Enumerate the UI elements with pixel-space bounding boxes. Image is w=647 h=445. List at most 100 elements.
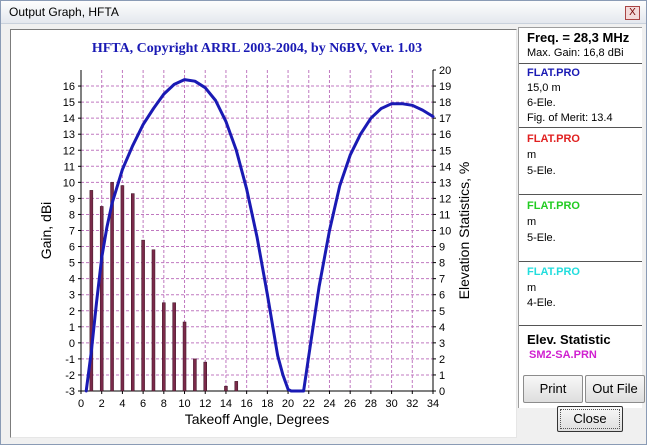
y2-tick-label: 2 xyxy=(439,354,445,366)
y2-tick-label: 8 xyxy=(439,258,445,270)
elevation-bar xyxy=(131,193,135,392)
elevation-bar xyxy=(172,302,176,392)
antenna-1-height: 15,0 m xyxy=(527,82,561,94)
y-tick-label: 10 xyxy=(63,177,75,189)
x-tick-label: 8 xyxy=(161,398,167,410)
antenna-3-name: FLAT.PRO xyxy=(527,200,580,212)
y-tick-label: 13 xyxy=(63,129,75,141)
y-tick-label: 2 xyxy=(69,306,75,318)
y-tick-label: 16 xyxy=(63,81,75,93)
divider xyxy=(519,261,642,262)
antenna-3-type: 5-Ele. xyxy=(527,232,556,244)
antenna-4-name: FLAT.PRO xyxy=(527,266,580,278)
y2-tick-label: 1 xyxy=(439,370,445,382)
x-tick-label: 0 xyxy=(78,398,84,410)
x-tick-label: 24 xyxy=(323,398,335,410)
y2-tick-label: 19 xyxy=(439,81,451,93)
divider xyxy=(519,63,642,64)
x-tick-label: 10 xyxy=(178,398,190,410)
y2-tick-label: 11 xyxy=(439,209,450,221)
y-tick-label: -2 xyxy=(65,370,75,382)
x-tick-label: 4 xyxy=(119,398,125,410)
y2-tick-label: 3 xyxy=(439,338,445,350)
y2-tick-label: 9 xyxy=(439,242,445,254)
max-gain-label: Max. Gain: 16,8 dBi xyxy=(527,47,624,59)
y-axis-label: Gain, dBi xyxy=(38,202,54,260)
y-tick-label: 15 xyxy=(63,97,75,109)
y2-tick-label: 14 xyxy=(439,161,451,173)
x-tick-label: 6 xyxy=(140,398,146,410)
elevation-bar xyxy=(182,321,187,392)
info-panel: Freq. = 28,3 MHz Max. Gain: 16,8 dBi FLA… xyxy=(518,27,642,408)
x-tick-label: 2 xyxy=(99,398,105,410)
x-tick-label: 16 xyxy=(241,398,253,410)
y-tick-label: 3 xyxy=(69,290,75,302)
elevation-bar xyxy=(151,249,156,392)
elevation-bar xyxy=(89,190,94,392)
y-tick-label: 0 xyxy=(69,338,75,350)
close-button[interactable]: Close xyxy=(557,406,623,432)
y2-tick-label: 0 xyxy=(439,386,445,398)
divider xyxy=(519,194,642,195)
antenna-2-type: 5-Ele. xyxy=(527,165,556,177)
y2-tick-label: 17 xyxy=(439,113,451,125)
elevation-statistic-file: SM2-SA.PRN xyxy=(529,349,597,361)
elevation-bar xyxy=(110,182,114,392)
y2-tick-label: 13 xyxy=(439,177,451,189)
y-tick-label: 7 xyxy=(69,226,75,238)
elevation-bar xyxy=(99,206,104,392)
y2-tick-label: 4 xyxy=(439,322,445,334)
y-tick-label: 9 xyxy=(69,193,75,205)
elevation-chart: HFTA, Copyright ARRL 2003-2004, by N6BV,… xyxy=(38,41,472,427)
x-tick-label: 12 xyxy=(199,398,211,410)
antenna-1-fom: Fig. of Merit: 13.4 xyxy=(527,112,613,124)
print-button[interactable]: Print xyxy=(523,375,583,403)
antenna-4-type: 4-Ele. xyxy=(527,297,556,309)
y2-tick-label: 18 xyxy=(439,97,451,109)
title-bar[interactable]: Output Graph, HFTA X xyxy=(1,1,646,24)
y-tick-label: -1 xyxy=(65,354,75,366)
out-file-button[interactable]: Out File xyxy=(585,375,645,403)
antenna-2-name: FLAT.PRO xyxy=(527,133,580,145)
elevation-statistic-title: Elev. Statistic xyxy=(527,332,611,347)
y2-axis-label: Elevation Statistics, % xyxy=(456,162,472,300)
y-tick-label: 8 xyxy=(69,209,75,221)
y2-tick-label: 12 xyxy=(439,193,451,205)
antenna-3-height: m xyxy=(527,216,537,228)
divider xyxy=(519,325,642,326)
plot-area: HFTA, Copyright ARRL 2003-2004, by N6BV,… xyxy=(10,29,517,438)
x-axis-label: Takeoff Angle, Degrees xyxy=(185,411,330,427)
chart-title: HFTA, Copyright ARRL 2003-2004, by N6BV,… xyxy=(92,41,422,56)
window-close-icon[interactable]: X xyxy=(625,6,640,20)
x-tick-label: 18 xyxy=(261,398,273,410)
antenna-4-height: m xyxy=(527,282,537,294)
y-tick-label: 14 xyxy=(63,113,75,125)
y-tick-label: 4 xyxy=(69,274,75,286)
x-tick-label: 20 xyxy=(282,398,294,410)
divider xyxy=(519,127,642,128)
y2-tick-label: 15 xyxy=(439,145,451,157)
x-tick-label: 26 xyxy=(344,398,356,410)
y-tick-label: 5 xyxy=(69,258,75,270)
y2-tick-label: 6 xyxy=(439,290,445,302)
y-tick-label: 6 xyxy=(69,242,75,254)
x-tick-label: 34 xyxy=(427,398,439,410)
y2-tick-label: 5 xyxy=(439,306,445,318)
antenna-1-name: FLAT.PRO xyxy=(527,67,580,79)
elevation-bar xyxy=(203,361,207,392)
x-tick-label: 14 xyxy=(220,398,232,410)
x-tick-label: 30 xyxy=(385,398,397,410)
elevation-bar xyxy=(193,358,197,392)
gain-curve xyxy=(84,78,435,393)
elevation-bar xyxy=(234,381,239,392)
y-tick-label: -3 xyxy=(65,386,75,398)
x-tick-label: 28 xyxy=(365,398,377,410)
y2-tick-label: 10 xyxy=(439,226,451,238)
y2-tick-label: 20 xyxy=(439,65,451,77)
x-tick-label: 22 xyxy=(303,398,315,410)
elevation-bar xyxy=(162,302,166,392)
y-tick-label: 1 xyxy=(69,322,75,334)
y-tick-label: 12 xyxy=(63,145,75,157)
frequency-label: Freq. = 28,3 MHz xyxy=(527,30,630,45)
